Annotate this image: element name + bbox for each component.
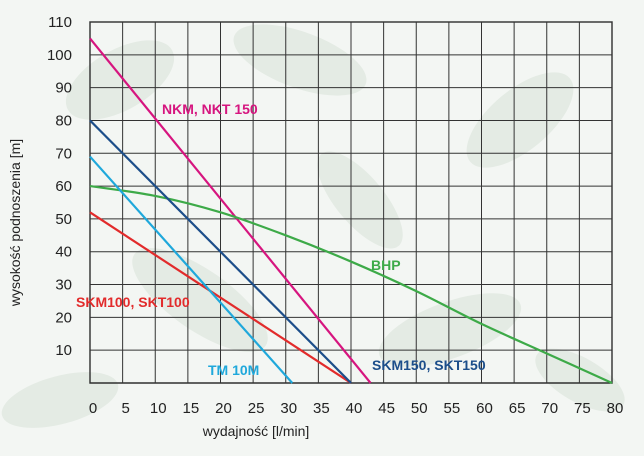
x-tick-label: 15 [183, 400, 200, 417]
x-tick-label: 45 [378, 400, 395, 417]
series-line [89, 37, 372, 384]
x-axis-title: wydajność [l/min] [202, 423, 310, 439]
leaf-shape [1, 372, 119, 428]
y-tick-label: 20 [55, 309, 72, 326]
series-labels: NKM, NKT 150 BHP SKM100, SKT100 TM 10M SKM15… [76, 101, 486, 378]
y-tick-label: 110 [48, 14, 72, 31]
x-tick-label: 0 [89, 400, 97, 417]
x-tick-label: 50 [411, 400, 428, 417]
series-label: SKM150, SKT150 [372, 357, 486, 373]
series-line [89, 185, 613, 385]
leaf-shape [317, 151, 403, 249]
x-tick-label: 80 [607, 400, 624, 417]
series-line [89, 119, 352, 384]
x-tick-label: 40 [346, 400, 363, 417]
y-tick-label: 90 [55, 80, 72, 97]
series-label: SKM100, SKT100 [76, 294, 190, 310]
y-axis-title: wysokość podnoszenia [m] [7, 139, 23, 307]
x-tick-label: 5 [121, 400, 129, 417]
axes: 0 5 10 15 20 25 30 35 40 45 50 55 60 65 70 75 80 10 20 30 40… [47, 14, 623, 417]
x-tick-label: 55 [444, 400, 461, 417]
series-label: NKM, NKT 150 [162, 101, 258, 117]
x-tick-label: 70 [541, 400, 558, 417]
x-tick-label: 20 [215, 400, 232, 417]
y-tick-label: 30 [55, 277, 72, 294]
y-tick-label: 50 [55, 211, 72, 228]
leaf-shape [233, 24, 367, 96]
y-tick-label: 10 [55, 342, 72, 359]
x-tick-label: 35 [313, 400, 330, 417]
series-label: TM 10M [208, 362, 259, 378]
leaf-shape [65, 40, 175, 120]
series-label: BHP [371, 257, 401, 273]
leaf-shape [132, 247, 268, 353]
series-line [89, 155, 294, 384]
y-tick-label: 60 [55, 178, 72, 195]
y-tick-label: 40 [55, 244, 72, 261]
background-leaf-pattern [1, 24, 625, 428]
series-line [89, 211, 352, 384]
x-tick-label: 65 [509, 400, 526, 417]
x-tick-label: 25 [248, 400, 265, 417]
x-tick-label: 75 [574, 400, 591, 417]
y-tick-label: 100 [47, 47, 72, 64]
y-tick-label: 80 [55, 112, 72, 129]
grid [89, 21, 613, 384]
leaf-shape [535, 348, 625, 412]
series-layer [89, 37, 613, 385]
y-tick-label: 70 [55, 145, 72, 162]
x-tick-label: 10 [150, 400, 167, 417]
x-tick-label: 60 [476, 400, 493, 417]
leaf-shape [378, 293, 522, 367]
x-tick-label: 30 [280, 400, 297, 417]
